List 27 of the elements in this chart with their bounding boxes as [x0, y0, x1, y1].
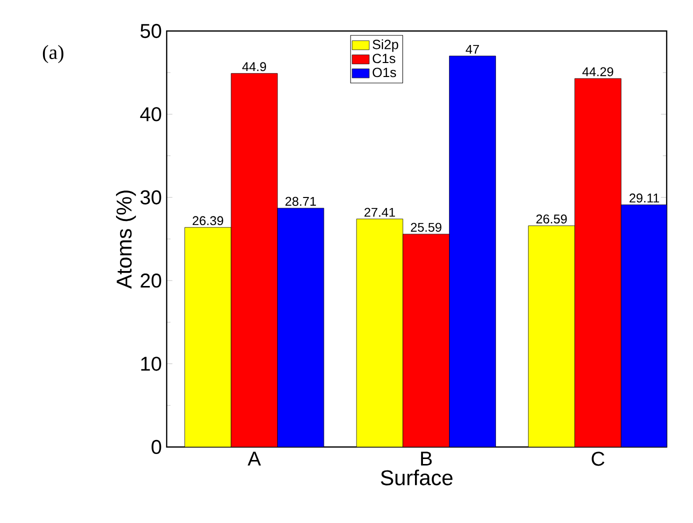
- y-tick-label: 50: [140, 24, 162, 38]
- bar: [356, 218, 404, 447]
- data-label: 27.41: [364, 208, 395, 217]
- y-tick-label: 20: [140, 274, 162, 288]
- y-tick-label: 40: [140, 107, 162, 122]
- x-axis-title: Surface: [380, 470, 452, 486]
- y-axis-title: Atoms (%): [116, 190, 136, 289]
- legend-label: Si2p: [372, 39, 398, 52]
- data-label: 44.29: [582, 67, 614, 76]
- data-label: 26.39: [192, 216, 224, 226]
- data-label: 47: [466, 44, 479, 54]
- y-tick-label: 10: [141, 356, 162, 371]
- x-tick-label: C: [592, 452, 604, 466]
- data-label: 25.59: [410, 222, 442, 232]
- data-label: 28.71: [285, 196, 316, 206]
- y-tick-label: 30: [140, 190, 162, 204]
- bar: [528, 226, 575, 447]
- data-label: 44.9: [242, 62, 266, 72]
- legend-label: O1s: [372, 68, 396, 78]
- data-label: 26.59: [536, 214, 567, 224]
- x-tick-label: A: [248, 452, 261, 466]
- y-tick-label: 0: [152, 440, 162, 454]
- bar: [184, 227, 232, 447]
- text: (a): [42, 45, 64, 64]
- data-label: 29.11: [630, 194, 660, 203]
- legend-label: C1s: [372, 54, 396, 64]
- x-tick-label: B: [421, 452, 432, 466]
